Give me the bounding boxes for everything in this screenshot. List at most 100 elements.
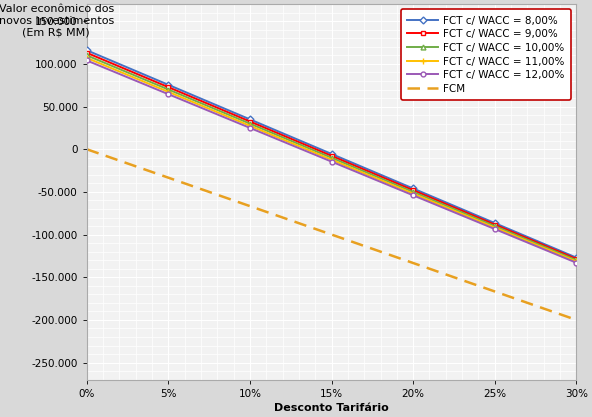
FCT c/ WACC = 8,00% (410, 186, 417, 191)
FCT c/ WACC = 8,00% (573, 255, 580, 260)
FCT c/ WACC = 12,00% (345, 166, 352, 171)
FCT c/ WACC = 9,00% (198, 98, 205, 103)
FCM (132, 164, 139, 169)
FCT c/ WACC = 9,00% (263, 126, 270, 131)
FCT c/ WACC = 11,00% (442, 205, 449, 210)
FCT c/ WACC = 10,00% (377, 176, 384, 181)
FCT c/ WACC = 11,00% (99, 62, 107, 67)
FCM (410, 261, 417, 266)
FCT c/ WACC = 12,00% (83, 58, 91, 63)
FCT c/ WACC = 12,00% (426, 200, 433, 205)
FCT c/ WACC = 11,00% (361, 171, 368, 176)
FCM (524, 300, 531, 305)
FCM (230, 198, 237, 203)
FCT c/ WACC = 11,00% (540, 245, 547, 250)
FCM (442, 272, 449, 277)
FCT c/ WACC = 9,00% (491, 222, 498, 227)
FCM (198, 186, 205, 191)
FCT c/ WACC = 10,00% (246, 121, 253, 126)
FCT c/ WACC = 11,00% (556, 252, 564, 257)
FCT c/ WACC = 10,00% (459, 210, 466, 215)
FCT c/ WACC = 11,00% (377, 178, 384, 183)
FCT c/ WACC = 8,00% (475, 214, 482, 219)
FCM (328, 232, 335, 237)
Line: FCT c/ WACC = 10,00%: FCT c/ WACC = 10,00% (84, 53, 579, 263)
FCT c/ WACC = 9,00% (132, 71, 139, 76)
FCM (246, 203, 253, 208)
FCT c/ WACC = 9,00% (99, 57, 107, 62)
FCT c/ WACC = 11,00% (132, 76, 139, 81)
FCM (475, 283, 482, 288)
Line: FCT c/ WACC = 9,00%: FCT c/ WACC = 9,00% (84, 50, 579, 261)
FCT c/ WACC = 10,00% (295, 142, 303, 147)
FCT c/ WACC = 11,00% (230, 116, 237, 121)
FCT c/ WACC = 8,00% (345, 158, 352, 163)
FCT c/ WACC = 8,00% (230, 110, 237, 115)
FCT c/ WACC = 10,00% (491, 224, 498, 229)
FCT c/ WACC = 11,00% (311, 151, 318, 156)
FCM (459, 278, 466, 283)
FCT c/ WACC = 11,00% (279, 137, 286, 142)
FCT c/ WACC = 10,00% (442, 203, 449, 208)
Legend: FCT c/ WACC = 8,00%, FCT c/ WACC = 9,00%, FCT c/ WACC = 10,00%, FCT c/ WACC = 11: FCT c/ WACC = 8,00%, FCT c/ WACC = 9,00%… (401, 9, 571, 100)
Line: FCT c/ WACC = 8,00%: FCT c/ WACC = 8,00% (84, 48, 579, 260)
FCM (507, 295, 514, 300)
FCT c/ WACC = 10,00% (426, 196, 433, 201)
FCT c/ WACC = 9,00% (426, 195, 433, 200)
FCT c/ WACC = 11,00% (328, 157, 335, 162)
FCT c/ WACC = 11,00% (459, 211, 466, 216)
FCT c/ WACC = 12,00% (99, 65, 107, 70)
FCT c/ WACC = 10,00% (132, 73, 139, 78)
FCT c/ WACC = 11,00% (165, 89, 172, 94)
FCM (279, 215, 286, 220)
FCT c/ WACC = 11,00% (345, 164, 352, 169)
FCT c/ WACC = 8,00% (507, 227, 514, 232)
FCM (311, 226, 318, 231)
FCT c/ WACC = 9,00% (230, 112, 237, 117)
FCM (361, 244, 368, 249)
FCT c/ WACC = 9,00% (246, 119, 253, 124)
FCT c/ WACC = 10,00% (198, 100, 205, 106)
FCT c/ WACC = 8,00% (132, 68, 139, 73)
FCT c/ WACC = 9,00% (393, 181, 400, 186)
FCT c/ WACC = 12,00% (491, 226, 498, 231)
FCT c/ WACC = 11,00% (83, 55, 91, 60)
FCT c/ WACC = 8,00% (181, 89, 188, 94)
FCM (345, 238, 352, 243)
FCT c/ WACC = 9,00% (540, 243, 547, 248)
FCT c/ WACC = 12,00% (556, 254, 564, 259)
FCT c/ WACC = 9,00% (165, 85, 172, 90)
FCT c/ WACC = 8,00% (459, 207, 466, 212)
FCT c/ WACC = 9,00% (345, 160, 352, 165)
FCT c/ WACC = 8,00% (491, 221, 498, 226)
FCT c/ WACC = 9,00% (279, 133, 286, 138)
Line: FCM: FCM (87, 149, 577, 320)
FCT c/ WACC = 11,00% (410, 191, 417, 196)
FCT c/ WACC = 12,00% (540, 247, 547, 252)
FCT c/ WACC = 10,00% (263, 128, 270, 133)
FCT c/ WACC = 12,00% (181, 98, 188, 103)
FCT c/ WACC = 11,00% (524, 239, 531, 244)
FCT c/ WACC = 10,00% (475, 217, 482, 222)
FCM (556, 312, 564, 317)
FCT c/ WACC = 8,00% (149, 75, 156, 80)
FCT c/ WACC = 10,00% (328, 155, 335, 160)
FCT c/ WACC = 8,00% (540, 241, 547, 246)
FCT c/ WACC = 9,00% (214, 105, 221, 110)
FCT c/ WACC = 8,00% (328, 151, 335, 156)
FCT c/ WACC = 8,00% (198, 96, 205, 101)
FCT c/ WACC = 9,00% (442, 201, 449, 206)
FCT c/ WACC = 12,00% (116, 71, 123, 76)
FCT c/ WACC = 11,00% (116, 69, 123, 74)
FCT c/ WACC = 11,00% (214, 110, 221, 115)
Line: FCT c/ WACC = 11,00%: FCT c/ WACC = 11,00% (84, 55, 579, 264)
FCT c/ WACC = 11,00% (507, 232, 514, 237)
FCM (83, 147, 91, 152)
FCT c/ WACC = 9,00% (116, 64, 123, 69)
FCT c/ WACC = 8,00% (311, 145, 318, 150)
FCT c/ WACC = 10,00% (230, 114, 237, 119)
FCT c/ WACC = 10,00% (279, 135, 286, 140)
FCT c/ WACC = 12,00% (149, 85, 156, 90)
FCM (263, 209, 270, 214)
FCT c/ WACC = 9,00% (181, 91, 188, 96)
